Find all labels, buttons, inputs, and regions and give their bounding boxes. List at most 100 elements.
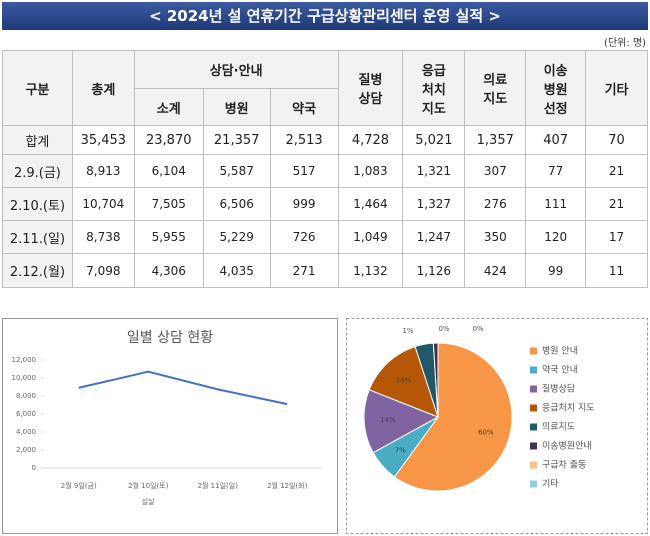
chart-frame xyxy=(2,318,338,534)
legend-label: 기타 xyxy=(542,479,559,490)
x-tick-label: 2월 11일(일) xyxy=(198,481,239,490)
y-tick-label: 6,000 xyxy=(16,410,36,418)
table-cell: 2.11.(일) xyxy=(2,220,73,254)
x-tick-label: 2월 9일(금) xyxy=(61,481,97,490)
table-cell: 120 xyxy=(525,220,587,254)
line-chart: 일별 상담 현황 0 2,000 4,000 6,000 8,000 10,000 12,00… xyxy=(2,318,338,534)
header-cell: 상담·안내 xyxy=(133,50,339,89)
pie-slice xyxy=(363,389,440,454)
table-cell: 2.12.(월) xyxy=(2,253,73,288)
table-row: 2.9.(금) 8,913 6,104 5,587 517 1,083 1,321 307 77… xyxy=(2,154,648,188)
y-tick-label: 10,000 xyxy=(12,374,37,382)
table-cell: 8,738 xyxy=(71,220,135,254)
header-cell: 의료 지도 xyxy=(464,50,527,126)
table-cell: 5,229 xyxy=(202,220,271,254)
y-tick-label: 0 xyxy=(32,464,36,472)
data-line xyxy=(78,370,288,406)
unit-note: (단위: 명) xyxy=(604,38,646,49)
table-cell: 17 xyxy=(585,220,648,254)
table-cell: 1,083 xyxy=(337,154,404,188)
table-cell: 8,913 xyxy=(71,154,135,188)
table-cell: 5,021 xyxy=(402,125,466,155)
table-cell: 70 xyxy=(585,125,648,155)
legend-label: 약국 안내 xyxy=(542,364,578,376)
legend-label: 이송병원안내 xyxy=(542,441,592,452)
header-cell: 질병 상담 xyxy=(337,50,404,126)
table-cell: 2.10.(토) xyxy=(2,187,73,221)
table-cell: 1,357 xyxy=(464,125,527,155)
table-cell: 7,098 xyxy=(71,253,135,288)
header-cell: 총계 xyxy=(71,50,135,126)
table-cell: 10,704 xyxy=(71,187,135,221)
table-cell: 23,870 xyxy=(133,125,204,155)
legend-swatch xyxy=(530,423,537,431)
table-cell: 726 xyxy=(269,220,339,254)
table-cell: 99 xyxy=(525,253,587,288)
table-cell: 517 xyxy=(269,154,339,188)
subheader-cell: 병원 xyxy=(202,88,271,126)
legend-swatch xyxy=(530,385,537,393)
table-cell: 21 xyxy=(585,187,648,221)
header-cell: 기타 xyxy=(585,50,648,126)
title-banner: < 2024년 설 연휴기간 구급상황관리센터 운영 실적 > xyxy=(2,2,648,30)
header-cell: 이송 병원 선정 xyxy=(525,50,587,126)
header-cell: 구분 xyxy=(2,50,73,126)
table-cell: 276 xyxy=(464,187,527,221)
table-row: 합계 35,453 23,870 21,357 2,513 4,728 5,021 1,357… xyxy=(2,125,648,155)
y-tick-label: 2,000 xyxy=(16,446,36,454)
table-cell: 5,587 xyxy=(202,154,271,188)
legend-label: 병원 안내 xyxy=(542,346,578,357)
table-cell: 21 xyxy=(585,154,648,188)
pie-slice xyxy=(393,342,513,492)
table-cell: 6,104 xyxy=(133,154,204,188)
table-cell: 424 xyxy=(464,253,527,288)
table-cell: 1,132 xyxy=(337,253,404,288)
table-cell: 350 xyxy=(464,220,527,254)
table-cell: 77 xyxy=(525,154,587,188)
legend-label: 응급처치 지도 xyxy=(542,402,595,414)
table-cell: 21,357 xyxy=(202,125,271,155)
legend-label: 구급차 출동 xyxy=(542,459,586,471)
header-cell: 응급 처치 지도 xyxy=(402,50,466,126)
legend-swatch xyxy=(530,461,537,469)
table-cell: 999 xyxy=(269,187,339,221)
legend-swatch xyxy=(530,480,537,488)
table-cell: 5,955 xyxy=(133,220,204,254)
y-tick-label: 12,000 xyxy=(12,356,37,364)
data-label: 7% xyxy=(395,446,406,454)
table-cell: 2,513 xyxy=(269,125,339,155)
table-cell: 35,453 xyxy=(71,125,135,155)
data-label: 60% xyxy=(478,429,494,437)
stats-table: 구분 총계 상담·안내 질병 상담 응급 처치 지도 의료 지도 이송 병원 선… xyxy=(2,50,648,288)
table-cell: 11 xyxy=(585,253,648,288)
data-label: 1% xyxy=(402,327,413,335)
table-cell: 407 xyxy=(525,125,587,155)
table-row: 2.10.(토) 10,704 7,505 6,506 999 1,464 1,327 276… xyxy=(2,187,648,221)
table-cell: 271 xyxy=(269,253,339,288)
legend-label: 의료지도 xyxy=(542,422,575,433)
table-cell: 1,247 xyxy=(402,220,466,254)
subheader-cell: 약국 xyxy=(269,88,339,126)
table-row: 2.12.(월) 7,098 4,306 4,035 271 1,132 1,126 424 9… xyxy=(2,253,648,288)
legend-swatch xyxy=(530,442,537,450)
table-cell: 7,505 xyxy=(133,187,204,221)
legend-swatch xyxy=(530,347,537,355)
y-tick-label: 8,000 xyxy=(16,392,36,400)
table-cell: 1,049 xyxy=(337,220,404,254)
subheader-cell: 소계 xyxy=(133,88,204,126)
x-tick-label: 2월 12일(화) xyxy=(267,481,308,490)
annotation: 설날 xyxy=(142,497,155,506)
table-cell: 1,321 xyxy=(402,154,466,188)
chart-title: 일별 상담 현황 xyxy=(127,330,213,346)
table-cell: 6,506 xyxy=(202,187,271,221)
data-label: 0% xyxy=(472,325,483,333)
x-tick-label: 2월 10일(토) xyxy=(128,481,169,490)
table-cell: 111 xyxy=(525,187,587,221)
data-label: 14% xyxy=(380,416,396,424)
legend-swatch xyxy=(530,404,537,412)
table-cell: 307 xyxy=(464,154,527,188)
table-row: 2.11.(일) 8,738 5,955 5,229 726 1,049 1,247 350 1… xyxy=(2,220,648,254)
table-cell: 4,035 xyxy=(202,253,271,288)
